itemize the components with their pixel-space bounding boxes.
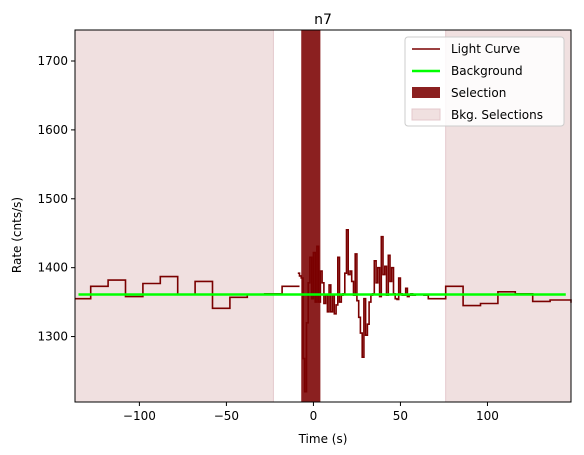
selection-layer bbox=[301, 30, 321, 402]
x-ticks: −100 −50 0 50 100 bbox=[123, 402, 499, 423]
bkg-selection-1 bbox=[74, 29, 274, 403]
legend-swatch-selection bbox=[412, 87, 440, 98]
plot-frame bbox=[74, 29, 572, 403]
legend-label-bkg_selection: Bkg. Selections bbox=[451, 108, 543, 122]
chart-title: n7 bbox=[314, 12, 332, 28]
y-tick-label: 1400 bbox=[37, 261, 68, 275]
y-axis-label: Rate (cnts/s) bbox=[10, 197, 24, 273]
x-tick-label: −50 bbox=[214, 409, 239, 423]
legend-swatch-bkg_selection bbox=[411, 108, 441, 121]
legend-label-selection: Selection bbox=[451, 86, 506, 100]
x-tick-label: 100 bbox=[476, 409, 499, 423]
legend: Light Curve Background Selection Bkg. Selec… bbox=[404, 36, 565, 127]
x-tick-label: 0 bbox=[310, 409, 318, 423]
legend-box bbox=[404, 36, 565, 127]
y-tick-label: 1700 bbox=[37, 54, 68, 68]
light-curve-segment-3 bbox=[423, 285, 572, 307]
x-axis-label: Time (s) bbox=[298, 432, 348, 446]
y-tick-label: 1300 bbox=[37, 330, 68, 344]
source-selection bbox=[301, 30, 321, 402]
y-ticks: 1300 1400 1500 1600 1700 bbox=[37, 54, 75, 344]
legend-label-light_curve: Light Curve bbox=[451, 42, 520, 56]
x-tick-label: 50 bbox=[393, 409, 408, 423]
y-tick-label: 1500 bbox=[37, 192, 68, 206]
x-tick-label: −100 bbox=[123, 409, 156, 423]
y-tick-label: 1600 bbox=[37, 123, 68, 137]
legend-label-background: Background bbox=[451, 64, 523, 78]
